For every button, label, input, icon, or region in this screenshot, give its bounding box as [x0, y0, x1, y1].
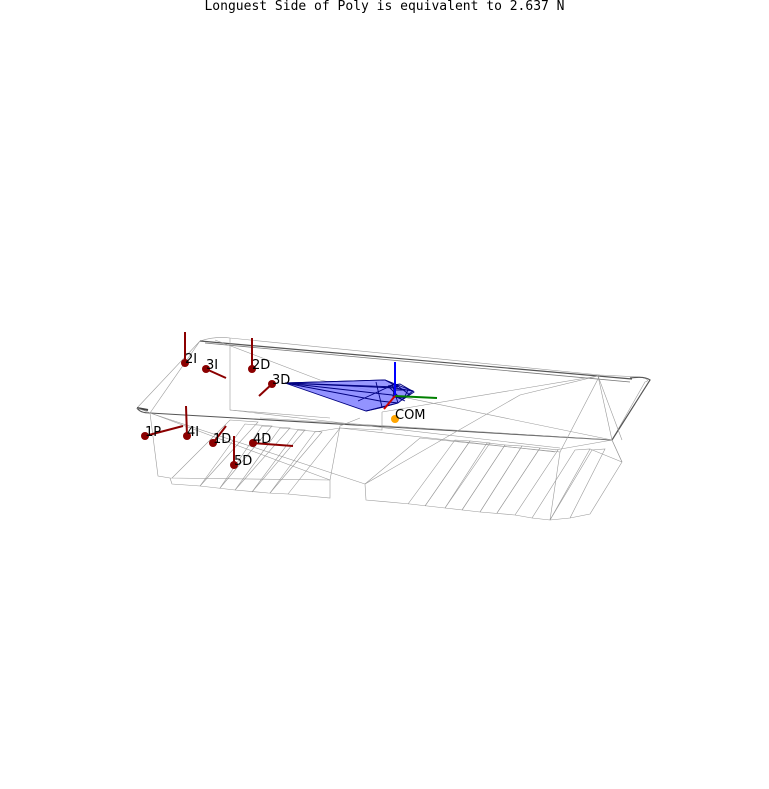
contact-point-1P [141, 432, 149, 440]
contact-label-1P: 1P [145, 425, 161, 440]
contact-point-2D [248, 365, 256, 373]
contact-point-2I [181, 359, 189, 367]
wrench-polytope [284, 379, 415, 412]
force-vector-1P [144, 425, 184, 437]
contact-label-3D: 3D [272, 373, 290, 388]
contact-label-4D: 4D [253, 432, 271, 447]
origin-axes [383, 362, 438, 410]
center-of-mass-marker [391, 415, 399, 423]
force-vector-4D [252, 442, 294, 447]
contact-point-3I [202, 365, 210, 373]
center-of-mass-label: COM [395, 408, 426, 423]
x-axis-line [383, 395, 396, 410]
force-vector-4I [185, 405, 188, 437]
figure-title: Longuest Side of Poly is equivalent to 2… [204, 0, 565, 14]
contact-label-1D: 1D [213, 432, 231, 447]
contact-label-4I: 4I [187, 425, 199, 440]
contact-label-2D: 2D [252, 358, 270, 373]
contact-label-5D: 5D [234, 454, 252, 469]
contact-point-1D [209, 439, 217, 447]
contact-label-2I: 2I [185, 352, 197, 367]
contact-point-4I [183, 432, 191, 440]
contact-point-3D [268, 380, 276, 388]
contact-point-5D [230, 461, 238, 469]
y-axis-line [394, 395, 438, 399]
contact-label-3I: 3I [206, 358, 218, 373]
contact-points: 2I 3I 2D 3D 1P 4I 1D 4D 5D COM [141, 352, 426, 469]
contact-point-4D [249, 439, 257, 447]
